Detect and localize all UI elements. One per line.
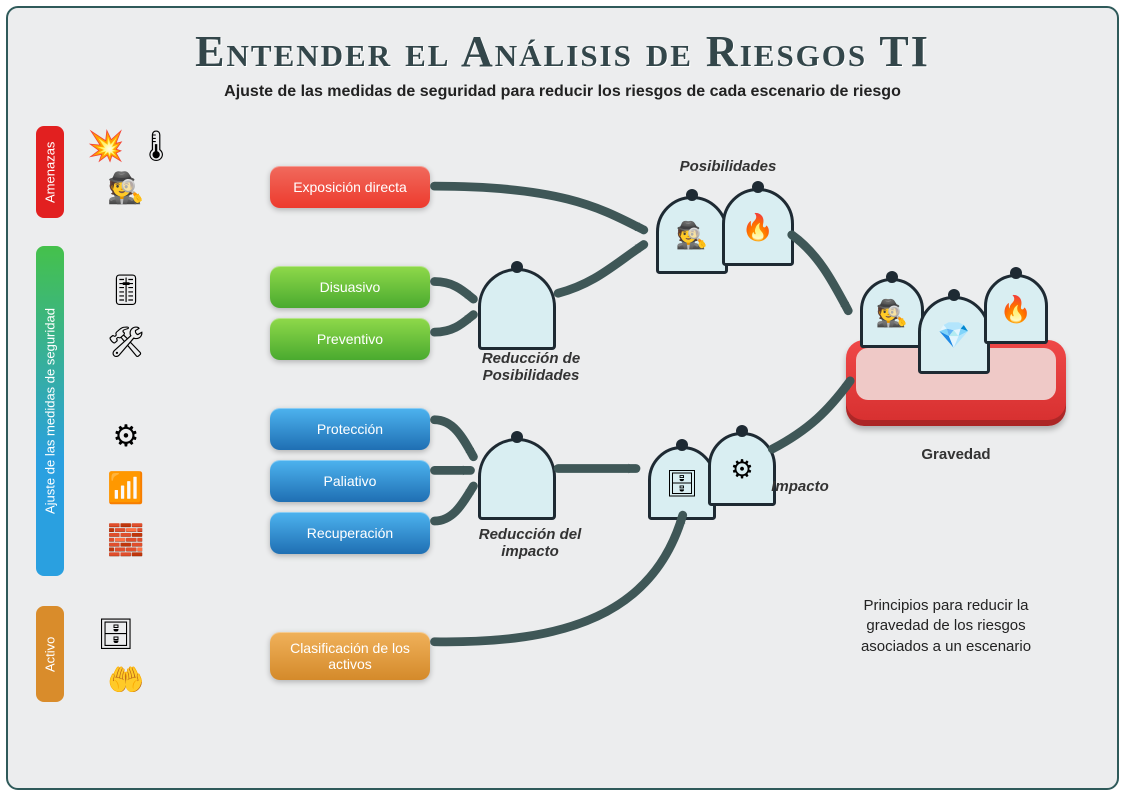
pill-disuasivo: Disuasivo bbox=[270, 266, 430, 308]
caption-gravedad: Gravedad bbox=[896, 446, 1016, 463]
category-asset-label: Activo bbox=[43, 636, 58, 671]
pill-exposicion-label: Exposición directa bbox=[293, 179, 407, 195]
diagram-frame: Entender el Análisis de Riesgos TI Ajust… bbox=[6, 6, 1119, 790]
page-subtitle: Ajuste de las medidas de seguridad para … bbox=[8, 83, 1117, 101]
pill-exposicion: Exposición directa bbox=[270, 166, 430, 208]
pill-disuasivo-label: Disuasivo bbox=[320, 279, 381, 295]
caption-posibilidades: Posibilidades bbox=[658, 158, 798, 175]
pill-paliativo: Paliativo bbox=[270, 460, 430, 502]
gravedad-fire-icon: 🔥 bbox=[993, 283, 1039, 335]
measure-tools-icon: 🛠 bbox=[104, 320, 148, 364]
asset-hands-icon: 🤲 bbox=[104, 658, 148, 702]
caption-reduc-posibilidades: Reducción de Posibilidades bbox=[456, 350, 606, 384]
dome-gravedad-a: 🕵 bbox=[860, 278, 924, 348]
page-title: Entender el Análisis de Riesgos TI bbox=[8, 8, 1117, 77]
diagram-stage: Amenazas Ajuste de las medidas de seguri… bbox=[8, 118, 1117, 780]
caption-impacto: Impacto bbox=[750, 478, 850, 495]
threat-hacker-icon: 🕵 bbox=[104, 166, 148, 210]
category-measures: Ajuste de las medidas de seguridad bbox=[36, 246, 64, 576]
category-measures-label: Ajuste de las medidas de seguridad bbox=[43, 308, 58, 514]
pill-preventivo-label: Preventivo bbox=[317, 331, 383, 347]
posibilidades-hacker-icon: 🕵 bbox=[665, 205, 719, 265]
dome-impacto-a: 🗄 bbox=[648, 446, 716, 520]
dome-reduc-posibilidades bbox=[478, 268, 556, 350]
pill-proteccion-label: Protección bbox=[317, 421, 383, 437]
pill-proteccion: Protección bbox=[270, 408, 430, 450]
principles-note: Principios para reducir la gravedad de l… bbox=[836, 596, 1056, 657]
dome-posibilidades-a: 🕵 bbox=[656, 196, 728, 274]
gravedad-gem-icon: 💎 bbox=[927, 305, 981, 365]
impacto-db-icon: 🗄 bbox=[657, 455, 707, 511]
dome-posibilidades-b: 🔥 bbox=[722, 188, 794, 266]
category-threats: Amenazas bbox=[36, 126, 64, 218]
measure-blocks-icon: 🧱 bbox=[104, 518, 148, 562]
dome-gravedad-b: 💎 bbox=[918, 296, 990, 374]
pill-clasificacion-label: Clasificación de los activos bbox=[278, 640, 422, 672]
asset-db-icon: 🗄 bbox=[94, 612, 138, 656]
posibilidades-fire-icon: 🔥 bbox=[731, 197, 785, 257]
dome-reduc-impacto bbox=[478, 438, 556, 520]
measure-signal-icon: 📶 bbox=[104, 466, 148, 510]
category-threats-label: Amenazas bbox=[43, 141, 58, 202]
caption-reduc-impacto: Reducción del impacto bbox=[460, 526, 600, 560]
threat-thermo-icon: 🌡 bbox=[134, 124, 178, 168]
measure-sliders-icon: 🎚 bbox=[104, 268, 148, 312]
pill-clasificacion: Clasificación de los activos bbox=[270, 632, 430, 680]
threat-pipe-icon: 💥 bbox=[84, 124, 128, 168]
pill-recuperacion: Recuperación bbox=[270, 512, 430, 554]
measure-gear-icon: ⚙ bbox=[104, 414, 148, 458]
gravedad-hacker-icon: 🕵 bbox=[869, 287, 915, 339]
pill-preventivo: Preventivo bbox=[270, 318, 430, 360]
dome-gravedad-c: 🔥 bbox=[984, 274, 1048, 344]
category-asset: Activo bbox=[36, 606, 64, 702]
pill-recuperacion-label: Recuperación bbox=[307, 525, 393, 541]
pill-paliativo-label: Paliativo bbox=[324, 473, 377, 489]
